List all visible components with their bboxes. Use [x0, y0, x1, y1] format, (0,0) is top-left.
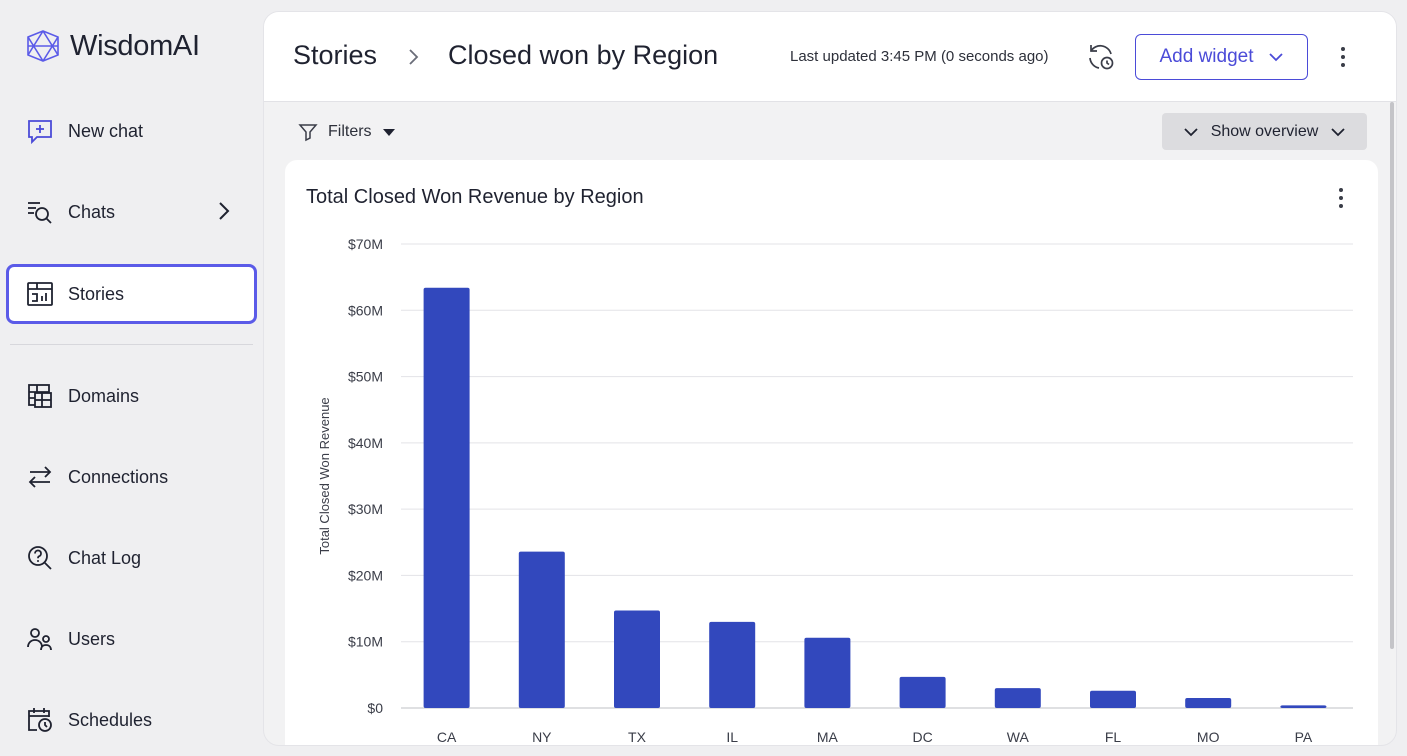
- chevron-down-icon: [1184, 127, 1198, 136]
- story-header: Stories Closed won by Region Last update…: [264, 12, 1396, 102]
- y-tick-label: $40M: [348, 435, 383, 451]
- sidebar-item-label: Domains: [68, 385, 140, 406]
- sidebar-item-domains[interactable]: Domains: [6, 366, 257, 426]
- sidebar-item-users[interactable]: Users: [6, 609, 257, 669]
- bar: [709, 621, 756, 708]
- show-overview-button[interactable]: Show overview: [1162, 113, 1367, 150]
- main-panel: Stories Closed won by Region Last update…: [263, 11, 1397, 746]
- bar: [614, 610, 660, 708]
- filters-button[interactable]: Filters: [298, 122, 396, 142]
- x-tick-label: WA: [1007, 729, 1030, 745]
- breadcrumb-stories-link[interactable]: Stories: [293, 40, 378, 70]
- magnifier-question-icon: [26, 544, 54, 572]
- bar: [518, 551, 565, 708]
- sidebar-item-new-chat[interactable]: New chat: [6, 101, 257, 161]
- app-name: WisdomAI: [70, 29, 200, 62]
- sidebar-item-label: Connections: [68, 466, 169, 487]
- y-axis-label: Total Closed Won Revenue: [317, 397, 332, 554]
- bar: [899, 676, 946, 708]
- x-tick-label: PA: [1295, 729, 1313, 745]
- calendar-clock-icon: [26, 706, 54, 734]
- chevron-right-icon[interactable]: [217, 200, 231, 227]
- sidebar-item-label: Users: [68, 628, 116, 649]
- add-widget-label: Add widget: [1159, 46, 1254, 67]
- y-tick-label: $10M: [348, 634, 383, 650]
- bar: [423, 287, 470, 708]
- y-tick-label: $50M: [348, 369, 383, 385]
- users-icon: [26, 625, 54, 653]
- add-widget-button[interactable]: Add widget: [1135, 34, 1308, 80]
- x-tick-label: NY: [532, 729, 552, 745]
- bar-chart: $0 $10M $20M $30M $40M $50M $60M $70M Total Clos…: [317, 236, 1353, 745]
- sidebar-item-stories[interactable]: Stories: [6, 264, 257, 324]
- sidebar: WisdomAI New chat Chats Stories Domains: [0, 0, 263, 756]
- y-tick-label: $30M: [348, 501, 383, 517]
- story-chart-icon: [26, 280, 54, 308]
- y-tick-label: $0: [367, 700, 383, 716]
- sidebar-item-chats[interactable]: Chats: [6, 182, 257, 242]
- bar: [804, 637, 851, 708]
- x-tick-label: TX: [628, 729, 647, 745]
- sidebar-item-label: Chat Log: [68, 547, 142, 568]
- sidebar-divider: [10, 344, 253, 345]
- breadcrumb-chevron-icon: [407, 47, 421, 72]
- x-tick-label: IL: [726, 729, 738, 745]
- x-tick-label: CA: [437, 729, 457, 745]
- refresh-schedule-icon[interactable]: [1086, 42, 1116, 72]
- sidebar-item-schedules[interactable]: Schedules: [6, 690, 257, 750]
- chart-title: Total Closed Won Revenue by Region: [306, 186, 644, 208]
- bar: [1090, 690, 1136, 708]
- more-options-icon[interactable]: [1333, 43, 1353, 71]
- last-updated-text: Last updated 3:45 PM (0 seconds ago): [790, 48, 1049, 65]
- chevron-down-icon: [1268, 53, 1283, 62]
- x-tick-label: MO: [1197, 729, 1220, 745]
- widget-more-options-icon[interactable]: [1331, 184, 1351, 212]
- x-tick-label: FL: [1105, 729, 1122, 745]
- wisdomai-logo-icon: [27, 30, 59, 62]
- sidebar-item-label: New chat: [68, 120, 144, 141]
- y-tick-label: $20M: [348, 567, 383, 583]
- sidebar-item-label: Stories: [68, 283, 125, 304]
- y-tick-label: $60M: [348, 302, 383, 318]
- vertical-scrollbar[interactable]: [1390, 102, 1394, 649]
- chat-search-icon: [26, 198, 54, 226]
- bar: [1185, 698, 1232, 708]
- chat-plus-icon: [26, 117, 54, 145]
- chart-widget-card: Total Closed Won Revenue by Region $0 $10…: [285, 160, 1378, 745]
- arrows-exchange-icon: [26, 463, 54, 491]
- bar: [1280, 705, 1327, 708]
- y-tick-label: $70M: [348, 236, 383, 252]
- sidebar-item-connections[interactable]: Connections: [6, 447, 257, 507]
- app-logo[interactable]: WisdomAI: [24, 26, 200, 66]
- sidebar-item-chat-log[interactable]: Chat Log: [6, 528, 257, 588]
- caret-down-icon: [382, 129, 395, 136]
- filter-funnel-icon: [298, 124, 318, 142]
- chevron-down-icon: [1331, 127, 1345, 136]
- filters-label: Filters: [328, 123, 372, 140]
- sidebar-item-label: Schedules: [68, 709, 153, 730]
- show-overview-label: Show overview: [1210, 122, 1319, 140]
- table-grid-icon: [26, 382, 54, 410]
- x-tick-label: MA: [817, 729, 839, 745]
- bar: [994, 688, 1041, 708]
- page-title: Closed won by Region: [448, 40, 719, 70]
- x-tick-label: DC: [912, 729, 932, 745]
- sidebar-item-label: Chats: [68, 201, 116, 222]
